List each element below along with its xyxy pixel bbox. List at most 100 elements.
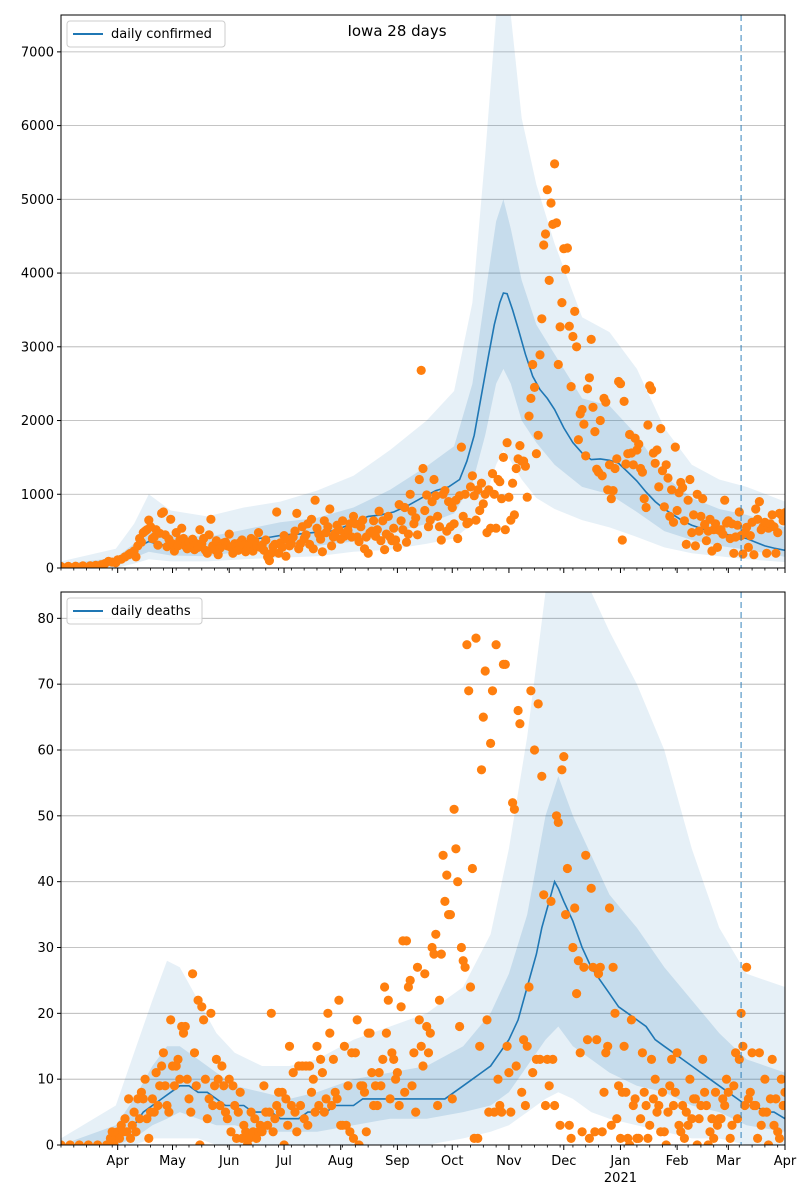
data-point	[564, 1120, 574, 1130]
data-point	[634, 439, 644, 449]
data-point	[374, 506, 384, 516]
data-point	[486, 738, 496, 749]
data-point	[742, 962, 752, 972]
data-point	[312, 1041, 322, 1051]
data-point	[462, 640, 472, 650]
data-point	[389, 1054, 399, 1064]
data-point	[151, 1068, 161, 1078]
data-point	[166, 514, 176, 524]
data-point	[250, 1114, 260, 1124]
data-point	[557, 765, 567, 775]
data-point	[321, 1094, 331, 1104]
data-point	[257, 1127, 267, 1137]
data-point	[405, 975, 415, 986]
data-point	[502, 438, 512, 448]
data-point	[520, 461, 531, 471]
data-point	[683, 495, 693, 505]
data-point	[264, 556, 274, 566]
plot-area	[61, 592, 785, 1145]
data-point	[281, 551, 291, 561]
data-point	[667, 1054, 677, 1064]
data-point	[191, 1081, 201, 1091]
data-point	[442, 870, 452, 880]
data-point	[197, 1002, 207, 1012]
data-point	[138, 1094, 148, 1104]
data-point	[487, 686, 498, 696]
data-point	[732, 520, 743, 530]
data-point	[157, 1061, 167, 1071]
data-point	[317, 1068, 327, 1078]
data-point	[338, 516, 348, 526]
data-point	[584, 1133, 595, 1143]
data-point	[372, 525, 382, 535]
data-point	[389, 523, 399, 533]
data-point	[559, 752, 569, 762]
data-point	[555, 1120, 565, 1130]
data-point	[327, 1100, 337, 1111]
legend-label-deaths: daily deaths	[111, 604, 191, 619]
data-point	[762, 1107, 772, 1117]
data-point	[610, 1008, 620, 1018]
data-point	[646, 1054, 657, 1064]
x-tick-label: Oct	[441, 1154, 463, 1169]
data-point	[458, 511, 468, 521]
data-point	[411, 1107, 421, 1117]
data-point	[394, 1100, 404, 1111]
data-point	[517, 1087, 527, 1097]
data-point	[500, 659, 510, 670]
data-point	[745, 531, 755, 541]
data-point	[71, 561, 81, 568]
data-point	[184, 1094, 194, 1104]
data-point	[215, 1100, 225, 1111]
data-point	[529, 745, 540, 755]
data-point	[381, 1028, 391, 1038]
data-point	[619, 396, 629, 406]
data-point	[266, 1008, 276, 1018]
data-point	[392, 1068, 402, 1078]
data-point	[520, 1100, 531, 1111]
data-point	[348, 511, 359, 521]
data-point	[548, 1054, 558, 1064]
data-point	[416, 365, 426, 375]
confirmed-panel: 0 1000 2000 3000 4000 5000 6000 7000	[21, 14, 786, 577]
data-point	[392, 542, 402, 553]
data-point	[372, 1100, 382, 1111]
data-point	[471, 515, 481, 525]
data-point	[332, 1094, 342, 1104]
data-point	[773, 528, 783, 538]
data-point	[334, 525, 344, 535]
data-point	[568, 331, 578, 342]
data-point	[325, 504, 335, 514]
data-point	[606, 494, 616, 504]
data-point	[281, 1094, 291, 1104]
data-point	[416, 1041, 426, 1051]
data-point	[431, 929, 441, 939]
data-point	[325, 1028, 335, 1038]
data-point	[668, 1100, 679, 1111]
data-point	[467, 471, 477, 481]
data-point	[222, 1114, 232, 1124]
data-point	[665, 1081, 675, 1091]
data-point	[551, 218, 562, 228]
data-point	[202, 548, 212, 558]
data-point	[528, 1068, 538, 1078]
data-point	[263, 1120, 273, 1130]
data-point	[621, 1087, 631, 1097]
data-point	[173, 1054, 183, 1064]
data-point	[495, 477, 505, 487]
data-point	[476, 765, 487, 775]
data-point	[211, 1054, 221, 1064]
data-point	[411, 513, 421, 523]
data-point	[420, 505, 430, 516]
x-tick-label: Jul	[275, 1154, 292, 1169]
data-point	[687, 1114, 697, 1124]
data-point	[259, 1081, 269, 1091]
data-point	[275, 1107, 285, 1117]
y-tick-label: 50	[37, 809, 54, 824]
data-point	[350, 1048, 360, 1058]
data-point	[460, 489, 470, 499]
data-point	[590, 427, 600, 437]
data-point	[687, 528, 697, 538]
data-point	[288, 1068, 298, 1078]
